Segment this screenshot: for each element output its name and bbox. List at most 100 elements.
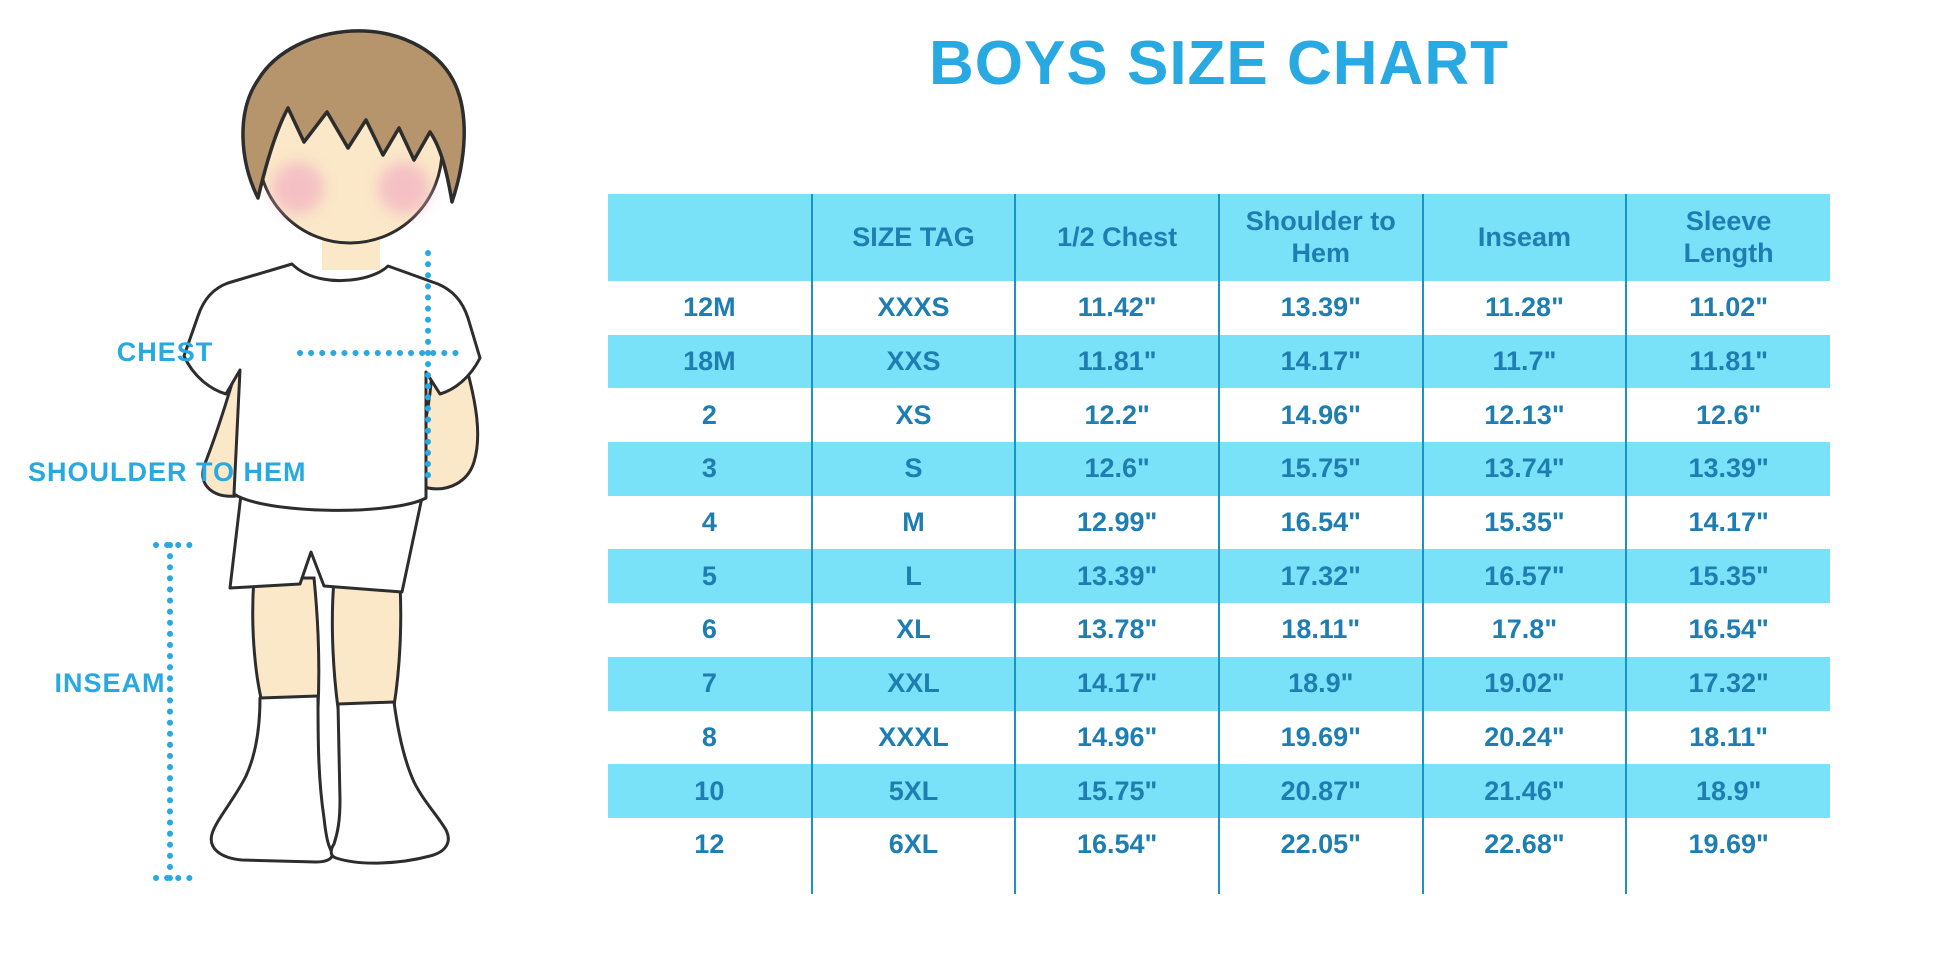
hair [241, 29, 466, 204]
tshirt [182, 262, 482, 512]
cell-size: 4 [701, 507, 717, 538]
table-cell: XXXS [810, 281, 1016, 335]
table-cell: 5XL [810, 764, 1016, 818]
table-cell: 13.39" [1625, 442, 1830, 496]
size-table: SIZE TAG 1/2 Chest Shoulder to Hem Insea… [608, 194, 1830, 894]
column-header-sleeve: Sleeve Length [1625, 194, 1830, 281]
table-cell: L [810, 549, 1016, 604]
table-cell: XXL [810, 656, 1016, 711]
right-sock [329, 700, 450, 865]
table-cell: 21.46" [1421, 764, 1627, 818]
table-cell: 11.7" [1421, 334, 1627, 389]
cell-size: 2 [701, 399, 717, 430]
table-cell: 13.39" [1217, 281, 1423, 335]
table-cell: 12.6" [1625, 388, 1830, 443]
column-header-size-tag: SIZE TAG [810, 194, 1016, 281]
chest-label: CHEST [116, 337, 214, 367]
inseam-label: INSEAM [54, 668, 166, 698]
table-row: 2 XS 12.2" 14.96" 12.13" 12.6" [608, 388, 1830, 443]
table-cell: 13.39" [1014, 549, 1219, 604]
table-cell: 13.78" [1014, 603, 1219, 657]
table-cell: 17.8" [1421, 603, 1627, 657]
table-cell: 14.17" [1014, 656, 1219, 711]
left-sock [209, 694, 334, 864]
table-cell: 12.13" [1421, 388, 1627, 443]
table-cell: 16.57" [1421, 549, 1627, 604]
table-cell: 14.17" [1625, 495, 1830, 550]
table-cell: 17.32" [1217, 549, 1423, 604]
cell-size: 6 [701, 614, 717, 645]
cell-size: 12M [683, 292, 736, 323]
table-cell: 20.24" [1421, 710, 1627, 765]
table-cell: 11.02" [1625, 281, 1830, 335]
left-cheek [272, 162, 324, 214]
table-cell: XXXL [810, 710, 1016, 765]
column-header-shoulder-hem: Shoulder to Hem [1217, 194, 1423, 281]
column-header-inseam: Inseam [1421, 194, 1627, 281]
cell-size: 8 [701, 721, 717, 752]
table-cell: 15.35" [1625, 549, 1830, 604]
table-cell: XXS [810, 334, 1016, 389]
table-cell: 13.74" [1421, 442, 1627, 496]
table-cell: 12.99" [1014, 495, 1219, 550]
table-cell: 14.96" [1014, 710, 1219, 765]
size-table-body: 12M XXXS 11.42" 13.39" 11.28" 11.02" 18M XXS 11.… [608, 281, 1830, 894]
table-cell: 16.54" [1217, 495, 1423, 550]
table-cell: 12.6" [1014, 442, 1219, 496]
table-cell: 11.28" [1421, 281, 1627, 335]
table-cell: 18.11" [1217, 603, 1423, 657]
table-row: 3 S 12.6" 15.75" 13.74" 13.39" [608, 442, 1830, 496]
table-cell: 16.54" [1014, 817, 1219, 872]
table-row: 18M XXS 11.81" 14.17" 11.7" 11.81" [608, 334, 1830, 389]
shorts [228, 484, 426, 594]
table-cell: M [810, 495, 1016, 550]
boy-illustration [153, 29, 482, 881]
table-cell: XL [810, 603, 1016, 657]
table-cell: 19.02" [1421, 656, 1627, 711]
table-cell: 18.9" [1217, 656, 1423, 711]
table-cell: 19.69" [1625, 817, 1830, 872]
table-cell: XS [810, 388, 1016, 443]
page-title: BOYS SIZE CHART [929, 29, 1509, 98]
table-row: 8 XXXL 14.96" 19.69" 20.24" 18.11" [608, 710, 1830, 765]
table-row: 6 XL 13.78" 18.11" 17.8" 16.54" [608, 603, 1830, 657]
table-header-row: SIZE TAG 1/2 Chest Shoulder to Hem Insea… [608, 194, 1830, 281]
table-cell: 14.17" [1217, 334, 1423, 389]
table-cell: 11.42" [1014, 281, 1219, 335]
cell-size: 3 [608, 442, 812, 496]
table-cell: 20.87" [1217, 764, 1423, 818]
table-cell: 11.81" [1625, 334, 1830, 389]
cell-size: 10 [608, 764, 812, 818]
table-cell: 18.11" [1625, 710, 1830, 765]
column-header-blank [608, 194, 812, 281]
table-row: 5 L 13.39" 17.32" 16.57" 15.35" [608, 549, 1830, 604]
table-cell: 16.54" [1625, 603, 1830, 657]
cell-size: 12 [694, 829, 725, 860]
table-cell: 11.81" [1014, 334, 1219, 389]
table-cell: 15.75" [1014, 764, 1219, 818]
cell-size: 5 [608, 549, 812, 604]
shoulder-to-hem-label: SHOULDER TO HEM [28, 457, 307, 487]
table-cell: 22.68" [1421, 817, 1627, 872]
table-cell: 12.2" [1014, 388, 1219, 443]
table-cell: 14.96" [1217, 388, 1423, 443]
table-cell: 22.05" [1217, 817, 1423, 872]
table-row: 12M XXXS 11.42" 13.39" 11.28" 11.02" [608, 281, 1830, 335]
table-row: 4 M 12.99" 16.54" 15.35" 14.17" [608, 495, 1830, 550]
left-leg [251, 576, 321, 712]
table-cell: 15.35" [1421, 495, 1627, 550]
table-cell: S [810, 442, 1016, 496]
table-cell: 18.9" [1625, 764, 1830, 818]
table-cell: 19.69" [1217, 710, 1423, 765]
table-row: 12 6XL 16.54" 22.05" 22.68" 19.69" [608, 817, 1830, 872]
right-cheek [378, 162, 430, 214]
table-cell: 17.32" [1625, 656, 1830, 711]
table-cell: 15.75" [1217, 442, 1423, 496]
cell-size: 18M [608, 334, 812, 389]
right-leg [330, 578, 403, 710]
cell-size: 7 [608, 656, 812, 711]
grid-line-extension-row [608, 871, 1830, 894]
table-cell: 6XL [810, 817, 1016, 872]
table-row: 7 XXL 14.17" 18.9" 19.02" 17.32" [608, 656, 1830, 711]
